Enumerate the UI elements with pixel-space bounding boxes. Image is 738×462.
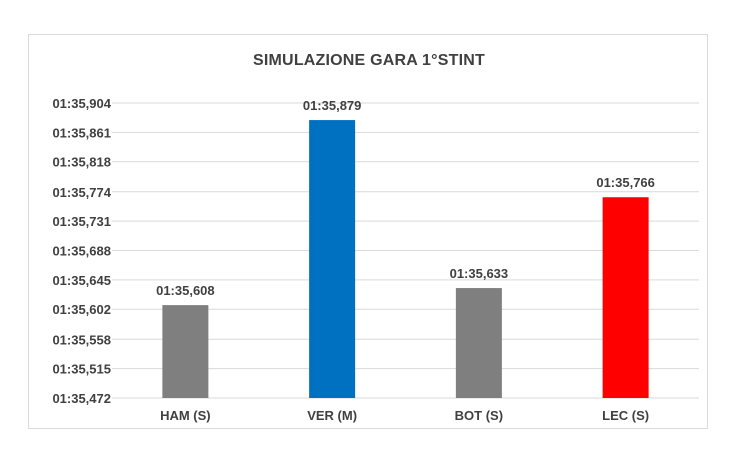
- data-label: 01:35,879: [303, 98, 362, 113]
- bar-ver: [309, 120, 356, 398]
- data-label: 01:35,633: [450, 266, 509, 281]
- y-tick-label: 01:35,558: [52, 332, 111, 347]
- x-category-label: BOT (S): [455, 408, 503, 423]
- y-tick-label: 01:35,861: [52, 125, 111, 140]
- x-category-label: HAM (S): [160, 408, 211, 423]
- data-labels: 01:35,608 01:35,879 01:35,633 01:35,766: [156, 98, 655, 298]
- chart-area: SIMULAZIONE GARA 1°STINT 01:35,904 01:35,…: [28, 34, 708, 429]
- data-label: 01:35,766: [596, 175, 655, 190]
- y-tick-label: 01:35,774: [52, 185, 111, 200]
- gridlines: [112, 102, 699, 399]
- y-tick-label: 01:35,602: [52, 302, 111, 317]
- data-label: 01:35,608: [156, 283, 215, 298]
- plot-area: 01:35,904 01:35,861 01:35,818 01:35,774 01:3…: [52, 96, 699, 423]
- y-tick-label: 01:35,645: [52, 273, 111, 288]
- bar-lec: [602, 197, 649, 398]
- y-tick-label: 01:35,818: [52, 155, 111, 170]
- bars: [162, 120, 649, 398]
- bar-bot: [455, 288, 502, 398]
- y-tick-label: 01:35,472: [52, 391, 111, 406]
- y-axis-tick-labels: 01:35,904 01:35,861 01:35,818 01:35,774 01:3…: [52, 96, 111, 406]
- y-tick-label: 01:35,515: [52, 362, 111, 377]
- x-axis-category-labels: HAM (S) VER (M) BOT (S) LEC (S): [160, 408, 649, 423]
- bar-ham: [162, 305, 209, 398]
- chart-title: SIMULAZIONE GARA 1°STINT: [253, 52, 485, 69]
- x-category-label: LEC (S): [602, 408, 649, 423]
- x-category-label: VER (M): [307, 408, 357, 423]
- y-tick-label: 01:35,688: [52, 244, 111, 259]
- y-tick-label: 01:35,731: [52, 214, 111, 229]
- y-tick-label: 01:35,904: [52, 96, 111, 111]
